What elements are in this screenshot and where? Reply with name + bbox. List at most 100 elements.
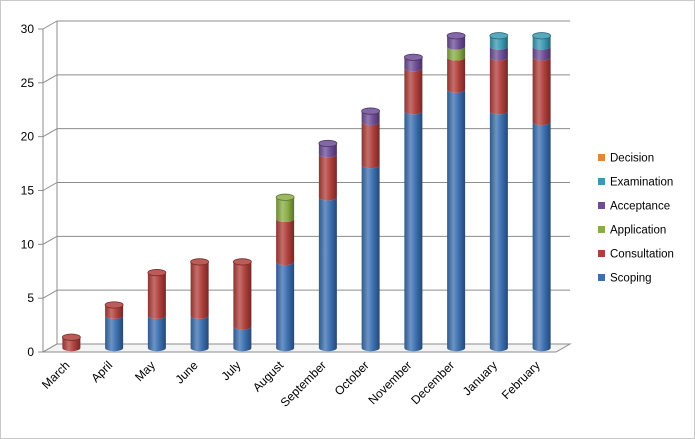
gridline-side: [42, 289, 58, 299]
y-axis-ticks: 0 5 10 15 20 25 30: [21, 22, 43, 359]
legend-label: Application: [610, 225, 666, 237]
bar-segment-acceptance: [404, 57, 423, 72]
bar-cap: [147, 269, 167, 277]
bar-segment-acceptance: [361, 111, 380, 126]
x-tick-label: November: [365, 358, 414, 407]
bar-stack-january: [489, 32, 509, 352]
bar-stack-september: [318, 139, 338, 352]
bar-stack-july: [232, 258, 252, 352]
gridline-side: [42, 128, 58, 138]
bar-segment-consultation: [276, 218, 295, 266]
bar-segment-consultation: [62, 337, 81, 352]
bar-cap: [532, 32, 552, 40]
legend-label: Decision: [610, 153, 654, 165]
bar-segment-scoping: [276, 261, 295, 352]
bar-segment-scoping: [190, 315, 209, 352]
bar-segment-consultation: [361, 121, 380, 169]
x-tick-label: August: [250, 358, 287, 395]
bar-stack-june: [190, 258, 210, 352]
x-tick-label: June: [172, 358, 201, 387]
x-tick-label: September: [278, 358, 329, 409]
bar-stack-march: [61, 333, 81, 352]
gridline-side: [42, 343, 58, 353]
legend-swatch: [598, 274, 605, 281]
x-tick-label: March: [39, 358, 72, 391]
legend-item-application: Application: [598, 225, 666, 237]
bar-segment-acceptance: [489, 46, 508, 61]
bar-segment-acceptance: [532, 46, 551, 61]
bar-segment-examination: [532, 35, 551, 50]
bar-cap: [104, 301, 124, 309]
bar-stack-november: [403, 53, 423, 352]
x-tick-label: October: [332, 358, 372, 398]
gridline-side: [42, 20, 58, 30]
bar-segment-acceptance: [447, 35, 466, 50]
bar-segment-scoping: [404, 111, 423, 352]
bar-segment-consultation: [147, 272, 166, 319]
bar-cap: [318, 139, 338, 148]
bar-cap: [61, 333, 81, 341]
bar-segment-scoping: [489, 111, 508, 352]
bar-cap: [275, 193, 295, 201]
bar-cap: [190, 258, 210, 266]
x-tick-label: February: [499, 358, 543, 402]
bar-segment-scoping: [532, 121, 551, 352]
bar-stack-october: [361, 107, 381, 352]
bar-segment-examination: [489, 35, 508, 50]
legend-item-scoping: Scoping: [598, 273, 652, 285]
legend-label: Acceptance: [610, 201, 670, 213]
y-tick-label: 20: [21, 130, 35, 144]
bar-cap: [403, 53, 423, 61]
bar-segment-acceptance: [318, 143, 337, 158]
legend-label: Examination: [610, 177, 673, 189]
bar-segment-application: [447, 46, 466, 61]
bar-segment-consultation: [404, 68, 423, 115]
y-tick-label: 5: [27, 291, 34, 305]
bar-segment-application: [276, 197, 295, 222]
legend: Decision Examination Acceptance Application…: [598, 153, 674, 285]
bar-stack-august: [275, 193, 295, 352]
bars: [61, 32, 552, 352]
legend-swatch: [598, 250, 605, 257]
bar-segment-scoping: [147, 315, 166, 352]
y-tick-label: 30: [21, 22, 35, 36]
x-tick-label: December: [408, 358, 457, 407]
legend-swatch: [598, 178, 605, 185]
y-tick-label: 0: [27, 345, 34, 359]
bar-segment-consultation: [447, 57, 466, 93]
bar-stack-february: [532, 32, 552, 352]
legend-swatch: [598, 226, 605, 233]
bar-stack-may: [147, 269, 167, 352]
bar-stack-april: [104, 301, 124, 352]
bar-segment-scoping: [105, 315, 124, 352]
gridline-side: [42, 182, 58, 191]
bar-segment-scoping: [318, 197, 337, 352]
legend-item-acceptance: Acceptance: [598, 201, 670, 213]
bar-segment-scoping: [361, 164, 380, 352]
bar-segment-scoping: [447, 89, 466, 352]
y-tick-label: 25: [21, 76, 35, 90]
legend-item-examination: Examination: [598, 177, 673, 189]
bar-cap: [446, 32, 466, 40]
y-tick-label: 10: [21, 237, 35, 251]
bar-segment-consultation: [190, 261, 209, 319]
bar-cap: [232, 258, 252, 266]
bar-stack-december: [446, 32, 466, 352]
legend-item-consultation: Consultation: [598, 249, 674, 261]
bar-segment-consultation: [489, 57, 508, 115]
bar-segment-consultation: [105, 304, 124, 319]
gridline-side: [42, 74, 58, 84]
legend-label: Scoping: [610, 273, 652, 285]
bar-segment-consultation: [233, 261, 252, 330]
bar-cap: [361, 107, 381, 115]
x-tick-label: April: [88, 358, 115, 385]
bar-segment-scoping: [233, 326, 252, 352]
legend-item-decision: Decision: [598, 153, 654, 165]
legend-swatch: [598, 154, 605, 161]
x-tick-label: May: [132, 358, 158, 384]
legend-label: Consultation: [610, 249, 674, 261]
y-tick-label: 15: [21, 184, 35, 198]
x-tick-label: July: [219, 358, 244, 383]
